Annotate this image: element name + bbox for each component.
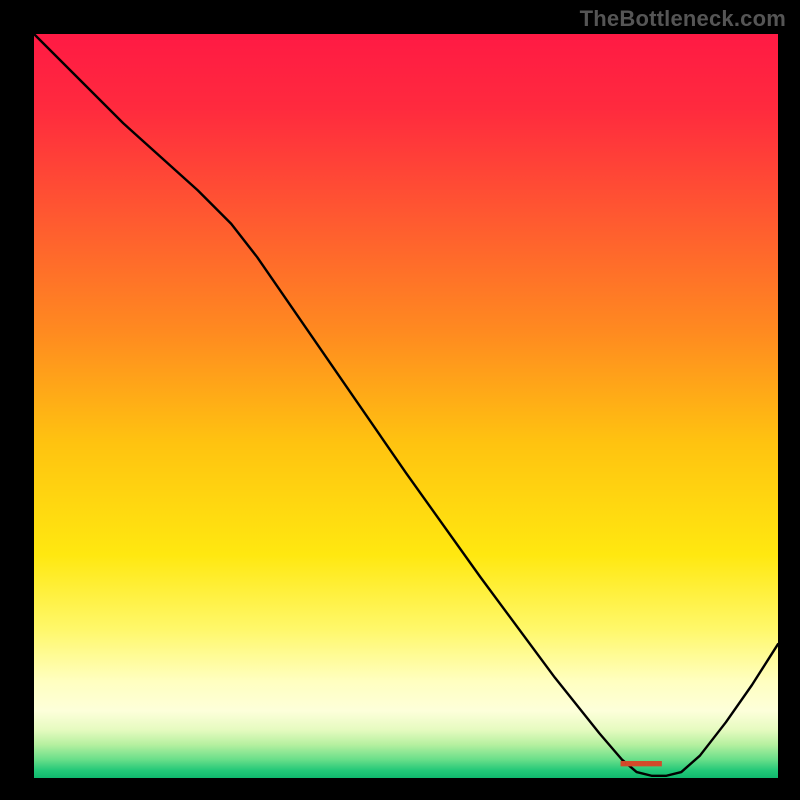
plot-area: ■■■■■■■■ (34, 34, 778, 778)
optimal-range-marker: ■■■■■■■■ (620, 758, 662, 770)
watermark-text: TheBottleneck.com (580, 6, 786, 32)
gradient-background (34, 34, 778, 778)
chart-svg: ■■■■■■■■ (34, 34, 778, 778)
chart-container: TheBottleneck.com ■■■■■■■■ (0, 0, 800, 800)
